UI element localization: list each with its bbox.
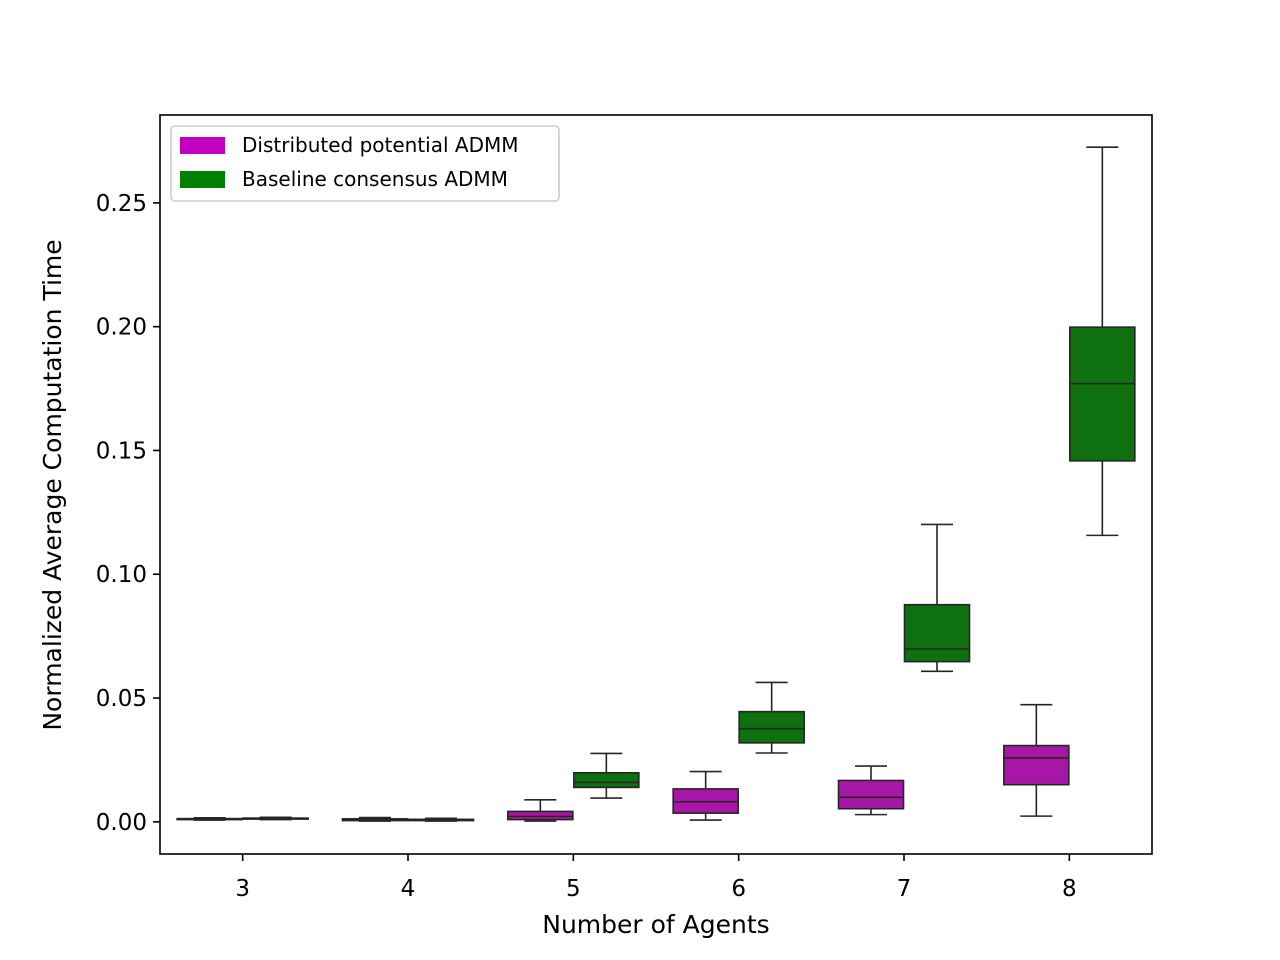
box-body bbox=[1069, 326, 1136, 462]
box-body bbox=[738, 710, 805, 744]
y-tick-label: 0.25 bbox=[96, 191, 147, 217]
y-tick-label: 0.15 bbox=[96, 438, 147, 464]
legend-label-distributed: Distributed potential ADMM bbox=[242, 133, 518, 157]
legend-frame bbox=[170, 125, 560, 202]
box-distributed-8 bbox=[1003, 703, 1070, 817]
box-body bbox=[903, 603, 971, 663]
box-baseline-7 bbox=[903, 523, 971, 673]
y-tick-label: 0.05 bbox=[96, 686, 147, 712]
plot-marks bbox=[176, 146, 1136, 822]
box-distributed-3 bbox=[176, 817, 243, 821]
box-body bbox=[837, 779, 905, 810]
box-distributed-5 bbox=[507, 798, 574, 822]
legend-label-baseline: Baseline consensus ADMM bbox=[242, 167, 508, 191]
box-baseline-6 bbox=[738, 681, 805, 754]
x-tick-label: 6 bbox=[731, 876, 746, 902]
box-body bbox=[507, 810, 574, 821]
y-tick-label: 0.00 bbox=[96, 810, 147, 836]
x-axis: 3 4 5 6 7 8 bbox=[235, 854, 1077, 902]
plot-frame bbox=[159, 114, 1153, 855]
x-tick-label: 4 bbox=[401, 876, 416, 902]
box-body bbox=[1003, 744, 1070, 786]
legend-swatch-distributed bbox=[180, 137, 225, 154]
x-tick-label: 8 bbox=[1062, 876, 1077, 902]
legend-swatch-baseline bbox=[180, 171, 225, 188]
y-axis: 0.00 0.05 0.10 0.15 0.20 0.25 bbox=[96, 191, 160, 836]
box-distributed-7 bbox=[837, 765, 905, 816]
box-baseline-4 bbox=[407, 817, 475, 822]
y-tick-label: 0.10 bbox=[96, 562, 147, 588]
y-axis-label: Normalized Average Computation Time bbox=[38, 239, 67, 730]
box-distributed-6 bbox=[672, 770, 739, 821]
box-body bbox=[573, 771, 640, 789]
legend: Distributed potential ADMM Baseline cons… bbox=[170, 125, 560, 202]
x-tick-label: 3 bbox=[235, 876, 250, 902]
box-baseline-5 bbox=[573, 752, 640, 799]
y-tick-label: 0.20 bbox=[96, 315, 147, 341]
box-baseline-3 bbox=[242, 816, 309, 821]
x-tick-label: 7 bbox=[897, 876, 912, 902]
x-axis-label: Number of Agents bbox=[542, 910, 769, 939]
box-distributed-4 bbox=[341, 816, 409, 822]
x-tick-label: 5 bbox=[566, 876, 581, 902]
box-baseline-8 bbox=[1069, 146, 1136, 537]
